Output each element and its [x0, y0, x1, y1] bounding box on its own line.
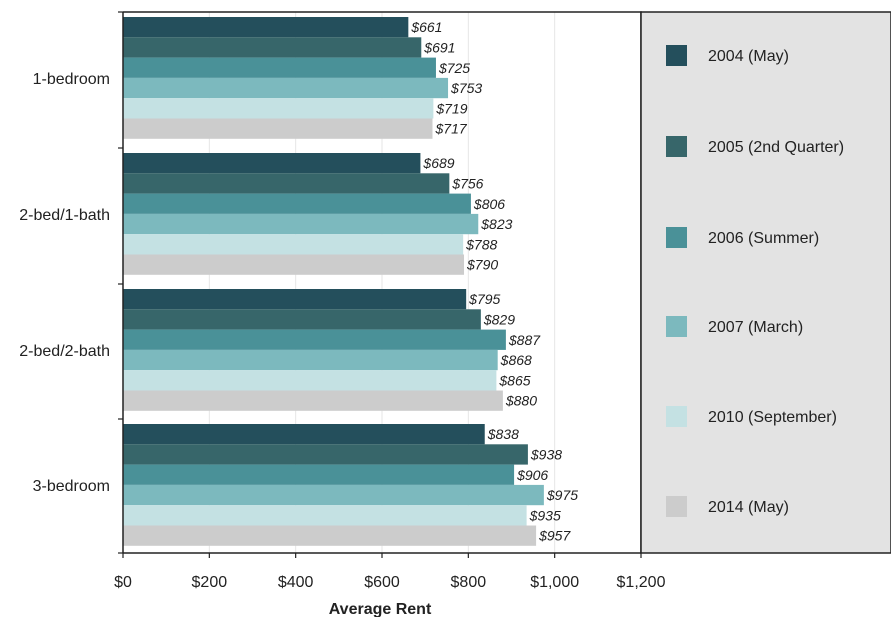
- bar: [123, 289, 467, 310]
- bar: [123, 57, 436, 78]
- bar: [123, 173, 450, 194]
- data-label: $795: [468, 291, 500, 307]
- bar: [123, 505, 527, 526]
- data-label: $790: [466, 257, 498, 273]
- x-axis-title: Average Rent: [329, 601, 432, 617]
- bar: [123, 444, 528, 465]
- data-label: $753: [450, 80, 482, 96]
- bars: [123, 17, 544, 546]
- bar: [123, 484, 544, 506]
- legend-swatch: [666, 136, 687, 157]
- data-label: $838: [487, 426, 519, 442]
- category-label: 2-bed/2-bath: [19, 343, 110, 360]
- bar: [123, 370, 497, 391]
- bar: [123, 213, 479, 235]
- bar: [123, 349, 498, 371]
- bar: [123, 234, 464, 255]
- data-label: $975: [546, 487, 578, 503]
- data-label: $661: [410, 19, 442, 35]
- legend-swatch: [666, 227, 687, 248]
- x-tick-label: $600: [364, 574, 400, 591]
- bar: [123, 37, 422, 58]
- data-label: $806: [473, 196, 505, 212]
- bar: [123, 118, 433, 139]
- bar: [123, 464, 515, 485]
- legend-swatch: [666, 316, 687, 337]
- bar: [123, 254, 465, 275]
- bar: [123, 153, 421, 174]
- legend-background: [640, 11, 891, 554]
- data-label: $719: [435, 100, 467, 116]
- legend-swatch: [666, 45, 687, 66]
- data-label: $756: [451, 175, 483, 191]
- bar: [123, 390, 503, 411]
- x-tick-label: $400: [278, 574, 314, 591]
- legend-swatch: [666, 496, 687, 517]
- data-label: $823: [480, 216, 512, 232]
- bar: [123, 309, 481, 330]
- legend-label: 2007 (March): [708, 319, 803, 336]
- data-label: $887: [508, 332, 541, 348]
- x-tick-label: $200: [192, 574, 228, 591]
- bar: [123, 193, 471, 214]
- legend-label: 2006 (Summer): [708, 230, 819, 247]
- data-label: $938: [530, 446, 562, 462]
- bar: [123, 329, 506, 350]
- legend-label: 2010 (September): [708, 409, 837, 426]
- legend-label: 2014 (May): [708, 499, 789, 516]
- data-label: $906: [516, 467, 548, 483]
- data-labels: $661 $691 $725 $753 $719 $717 $689 $756 $806 $823…: [410, 19, 578, 544]
- bar: [123, 525, 537, 546]
- data-label: $829: [483, 311, 515, 327]
- legend-label: 2005 (2nd Quarter): [708, 139, 844, 156]
- data-label: $717: [435, 121, 468, 137]
- data-label: $865: [498, 372, 530, 388]
- data-label: $691: [423, 39, 455, 55]
- x-tick-label: $0: [114, 574, 132, 591]
- legend-label: 2004 (May): [708, 48, 789, 65]
- category-label: 2-bed/1-bath: [19, 207, 110, 224]
- x-tick-label: $1,200: [617, 574, 666, 591]
- data-label: $788: [465, 236, 497, 252]
- data-label: $935: [529, 507, 561, 523]
- bar: [123, 17, 409, 38]
- data-label: $725: [438, 60, 470, 76]
- x-tick-label: $1,000: [530, 574, 579, 591]
- data-label: $689: [422, 155, 454, 171]
- data-label: $868: [500, 352, 532, 368]
- bar: [123, 424, 485, 445]
- data-label: $957: [538, 528, 571, 544]
- bar: [123, 98, 434, 119]
- category-label: 3-bedroom: [33, 478, 110, 495]
- x-tick-label: $800: [451, 574, 487, 591]
- data-label: $880: [505, 393, 537, 409]
- bar: [123, 77, 449, 99]
- legend-swatch: [666, 406, 687, 427]
- legend: 2004 (May) 2005 (2nd Quarter) 2006 (Summer…: [640, 11, 891, 554]
- category-label: 1-bedroom: [33, 71, 110, 88]
